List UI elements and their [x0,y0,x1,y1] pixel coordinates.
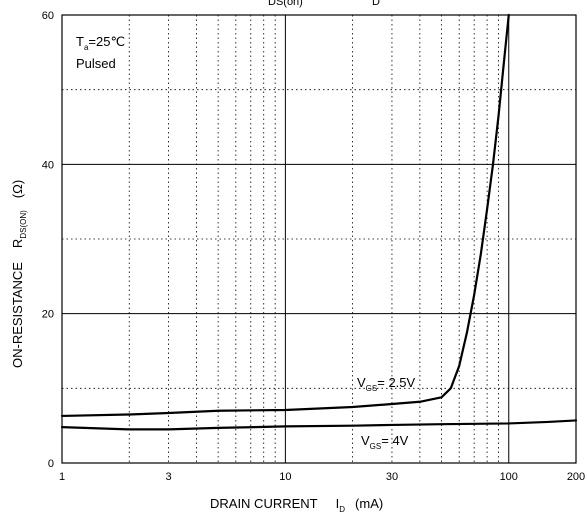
series-line-vgs-4v [60,419,578,431]
y-tick-label: 20 [42,309,54,321]
temperature-condition: Ta=25℃ [76,34,125,52]
x-tick-label: 3 [166,471,172,483]
top-title-fragment-1: DS(on) [268,0,303,8]
series-label-vgs-2-5v: VGS= 2.5V [357,375,416,393]
x-tick-label: 10 [279,471,291,483]
y-tick-labels: 0 20 40 60 [42,10,54,470]
plot-frame [61,14,577,464]
y-tick-label: 60 [42,10,54,22]
x-axis-label: DRAIN CURRENT ID (mA) [210,496,383,514]
x-tick-label: 200 [567,471,585,483]
series-line-vgs-2-5v [60,13,510,418]
series-layer [60,13,578,431]
x-tick-label: 1 [59,471,65,483]
y-tick-label: 40 [42,159,54,171]
minor-grid [62,15,577,463]
top-title-fragment-2: D [372,0,380,8]
series-label-vgs-4v: VGS= 4V [361,433,409,451]
y-tick-label: 0 [48,458,54,470]
y-axis-label: ON-RESISTANCERDS(ON)(Ω) [10,180,28,368]
pulsed-condition: Pulsed [76,56,116,71]
x-tick-labels: 1 3 10 30 100 200 [59,471,585,483]
x-tick-label: 100 [500,471,518,483]
x-tick-label: 30 [386,471,398,483]
